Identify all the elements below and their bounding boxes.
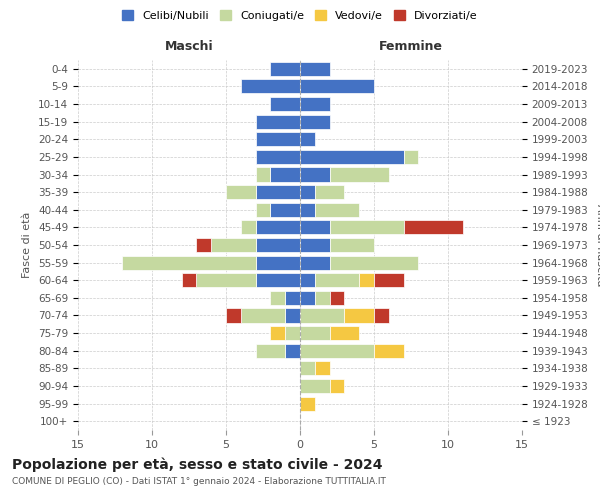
Y-axis label: Fasce di età: Fasce di età (22, 212, 32, 278)
Bar (271, 291, 285, 305)
Bar (182, 273, 196, 287)
Bar (315, 291, 329, 305)
Bar (241, 220, 256, 234)
Bar (300, 132, 315, 146)
Bar (271, 326, 285, 340)
Bar (300, 62, 329, 76)
Bar (315, 362, 329, 376)
Bar (196, 273, 256, 287)
Bar (196, 238, 211, 252)
Bar (271, 97, 300, 111)
Bar (256, 114, 300, 128)
Bar (300, 344, 374, 358)
Bar (329, 291, 344, 305)
Bar (404, 150, 418, 164)
Bar (374, 344, 404, 358)
Bar (300, 326, 329, 340)
Bar (300, 97, 329, 111)
Bar (241, 80, 300, 94)
Bar (285, 291, 300, 305)
Y-axis label: Anni di nascita: Anni di nascita (595, 204, 600, 286)
Bar (315, 273, 359, 287)
Text: Femmine: Femmine (379, 40, 443, 53)
Bar (329, 326, 359, 340)
Bar (300, 80, 374, 94)
Legend: Celibi/Nubili, Coniugati/e, Vedovi/e, Divorziati/e: Celibi/Nubili, Coniugati/e, Vedovi/e, Di… (118, 6, 482, 25)
Bar (226, 185, 256, 199)
Text: Popolazione per età, sesso e stato civile - 2024: Popolazione per età, sesso e stato civil… (12, 458, 383, 472)
Bar (315, 202, 359, 217)
Bar (300, 238, 329, 252)
Bar (300, 220, 329, 234)
Bar (271, 62, 300, 76)
Bar (285, 344, 300, 358)
Bar (329, 238, 374, 252)
Bar (241, 308, 285, 322)
Text: COMUNE DI PEGLIO (CO) - Dati ISTAT 1° gennaio 2024 - Elaborazione TUTTITALIA.IT: COMUNE DI PEGLIO (CO) - Dati ISTAT 1° ge… (12, 478, 386, 486)
Bar (344, 308, 374, 322)
Bar (300, 273, 315, 287)
Bar (256, 220, 300, 234)
Bar (256, 185, 300, 199)
Text: Maschi: Maschi (164, 40, 214, 53)
Bar (329, 256, 418, 270)
Bar (300, 185, 315, 199)
Bar (256, 273, 300, 287)
Bar (226, 308, 241, 322)
Bar (300, 168, 329, 181)
Bar (300, 379, 329, 393)
Bar (300, 114, 329, 128)
Bar (329, 379, 344, 393)
Bar (285, 308, 300, 322)
Bar (285, 326, 300, 340)
Bar (256, 150, 300, 164)
Bar (256, 256, 300, 270)
Bar (300, 291, 315, 305)
Bar (300, 150, 404, 164)
Bar (374, 308, 389, 322)
Bar (256, 202, 271, 217)
Bar (300, 202, 315, 217)
Bar (122, 256, 256, 270)
Bar (211, 238, 256, 252)
Bar (329, 220, 404, 234)
Bar (256, 238, 300, 252)
Bar (271, 202, 300, 217)
Bar (256, 132, 300, 146)
Bar (374, 273, 404, 287)
Bar (359, 273, 374, 287)
Bar (300, 396, 315, 410)
Bar (256, 168, 271, 181)
Bar (300, 256, 329, 270)
Bar (300, 362, 315, 376)
Bar (256, 344, 285, 358)
Bar (271, 168, 300, 181)
Bar (329, 168, 389, 181)
Bar (315, 185, 344, 199)
Bar (300, 308, 344, 322)
Bar (404, 220, 463, 234)
